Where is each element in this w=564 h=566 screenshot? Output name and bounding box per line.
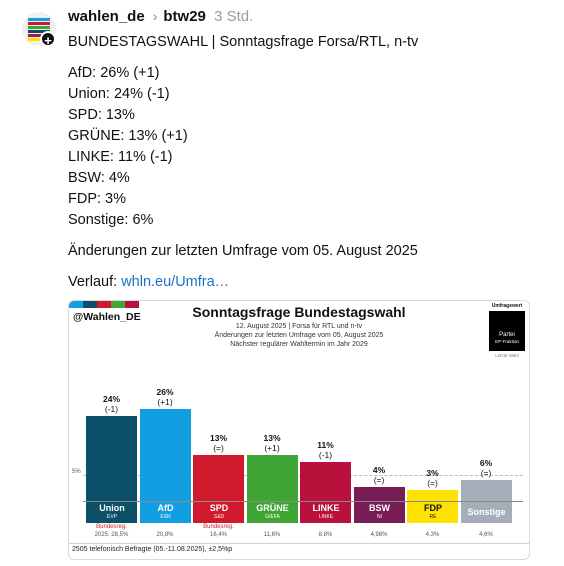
chart-subtitle: Nächster regulärer Wahltermin im Jahr 20… bbox=[230, 341, 368, 348]
party-label: LINKE bbox=[312, 503, 340, 513]
verlauf-line: Verlauf: whln.eu/Umfra… bbox=[68, 272, 548, 293]
last-election-label: 20,8% bbox=[156, 532, 174, 538]
party-label: BSW bbox=[369, 503, 390, 513]
brand-strip bbox=[83, 301, 97, 308]
legend-box bbox=[489, 311, 525, 351]
legend-ep-fraktion: EP-Fraktion bbox=[495, 339, 519, 344]
party-tag-bsw bbox=[353, 502, 405, 523]
party-tag-grüne bbox=[246, 502, 298, 523]
change-label: (=) bbox=[480, 467, 492, 478]
result-line: SPD: 13% bbox=[68, 107, 135, 123]
result-line: GRÜNE: 13% (+1) bbox=[68, 128, 188, 144]
change-label: (-1) bbox=[104, 403, 119, 414]
party-label: FDP bbox=[424, 503, 442, 513]
bar-linke bbox=[300, 461, 351, 501]
chevron-right-icon: › bbox=[152, 8, 158, 24]
ep-group-label: NI bbox=[377, 514, 382, 520]
last-election-label: 4,6% bbox=[479, 532, 493, 538]
avatar[interactable] bbox=[22, 12, 56, 46]
chart-subtitle: Änderungen zur letzten Umfrage vom 05. A… bbox=[214, 332, 384, 339]
poll-image-card[interactable]: @Wahlen_DE Sonntagsfrage Bundestagswahl … bbox=[68, 300, 530, 560]
verlauf-label: Verlauf: bbox=[68, 274, 118, 290]
change-label: (=) bbox=[427, 478, 438, 489]
change-label: (=) bbox=[213, 442, 224, 453]
ep-group-label: S&D bbox=[213, 514, 225, 520]
change-label: (+1) bbox=[157, 396, 173, 407]
value-label: 11% bbox=[317, 439, 334, 450]
value-label: 13% bbox=[263, 432, 281, 443]
results-list: AfD: 26% (+1) Union: 24% (-1) SPD: 13% G… bbox=[68, 63, 548, 231]
chart-baseline bbox=[83, 501, 523, 502]
party-tag-sonstige bbox=[460, 502, 512, 523]
last-election-label: 16,4% bbox=[209, 532, 227, 538]
topic-tag[interactable]: btw29 bbox=[163, 8, 206, 25]
brand-strip bbox=[69, 301, 83, 308]
legend-letzte-wahl: Letzte Wahl bbox=[495, 353, 519, 358]
value-label: 3% bbox=[426, 468, 439, 479]
post-text: BUNDESTAGSWAHL | Sonntagsfrage Forsa/RTL… bbox=[68, 32, 548, 293]
chart-subtitle: 12. August 2025 | Forsa für RTL und n-tv bbox=[235, 323, 363, 330]
legend-umfragewert: Umfragewert bbox=[491, 303, 523, 309]
brand-strip bbox=[97, 301, 111, 308]
value-label: 24% bbox=[102, 393, 120, 404]
party-label: GRÜNE bbox=[256, 503, 289, 513]
result-line: AfD: 26% (+1) bbox=[68, 65, 160, 81]
value-label: 13% bbox=[209, 432, 227, 443]
brand-strip bbox=[125, 301, 139, 308]
party-label: Sonstige bbox=[467, 507, 506, 517]
value-label: 4% bbox=[372, 464, 386, 475]
result-line: LINKE: 11% (-1) bbox=[68, 149, 173, 165]
government-label: Bundesreg. bbox=[96, 524, 127, 530]
changes-note: Änderungen zur letzten Umfrage vom 05. A… bbox=[68, 243, 418, 259]
bar-afd bbox=[139, 408, 191, 501]
result-line: Union: 24% (-1) bbox=[68, 86, 170, 102]
change-label: (=) bbox=[373, 474, 385, 485]
bar-bsw bbox=[353, 486, 405, 501]
post-title: BUNDESTAGSWAHL | Sonntagsfrage Forsa/RTL… bbox=[68, 34, 419, 50]
post-header: wahlen_de › btw29 3 Std. bbox=[68, 8, 253, 25]
chart-title: Sonntagsfrage Bundestagswahl bbox=[192, 304, 406, 320]
change-label: (-1) bbox=[318, 449, 333, 460]
party-label: AfD bbox=[157, 503, 174, 513]
value-label: 6% bbox=[479, 457, 493, 468]
party-tag-union bbox=[86, 502, 137, 523]
brand-strip bbox=[111, 301, 125, 308]
party-tag-afd bbox=[139, 502, 191, 523]
ep-group-label: RE bbox=[429, 514, 437, 520]
post-time[interactable]: 3 Std. bbox=[214, 8, 254, 25]
bar-spd bbox=[193, 454, 244, 501]
party-tag-linke bbox=[300, 502, 351, 523]
result-line: FDP: 3% bbox=[68, 191, 127, 207]
ep-group-label: LINKE bbox=[318, 514, 334, 520]
verlauf-link[interactable]: whln.eu/Umfra… bbox=[121, 274, 230, 290]
ep-group-label: EVP bbox=[106, 514, 117, 520]
last-election-label: 4,3% bbox=[425, 532, 440, 538]
card-handle: @Wahlen_DE bbox=[73, 311, 141, 323]
username[interactable]: wahlen_de bbox=[68, 8, 145, 25]
result-line: Sonstige: 6% bbox=[68, 212, 154, 228]
last-election-label: 4,98% bbox=[370, 532, 388, 538]
follow-plus-icon[interactable]: + bbox=[40, 31, 56, 48]
party-tag-fdp bbox=[407, 502, 458, 523]
party-label: SPD bbox=[209, 503, 229, 513]
party-tag-spd bbox=[193, 502, 244, 523]
change-label: (+1) bbox=[264, 442, 280, 453]
government-label: Bundesreg. bbox=[203, 524, 234, 530]
last-election-label: 11,6% bbox=[263, 532, 281, 538]
result-line: BSW: 4% bbox=[68, 170, 130, 186]
footer-divider bbox=[69, 543, 529, 544]
bar-sonstige bbox=[460, 479, 512, 501]
legend-partei: Partei bbox=[499, 332, 515, 338]
chart-footer: 2505 telefonisch Befragte (05.-11.08.202… bbox=[72, 546, 233, 553]
last-election-label: 8,8% bbox=[318, 532, 333, 538]
bar-union bbox=[86, 415, 137, 501]
ep-group-label: ESN bbox=[160, 514, 171, 520]
ep-group-label: G/EFA bbox=[265, 514, 280, 520]
five-percent-label: 5% bbox=[72, 469, 81, 475]
value-label: 26% bbox=[156, 386, 174, 397]
party-label: Union bbox=[99, 503, 125, 513]
last-election-label: 2025: 28,5% bbox=[94, 532, 129, 538]
bar-fdp bbox=[407, 490, 458, 501]
bar-grüne bbox=[246, 454, 298, 501]
